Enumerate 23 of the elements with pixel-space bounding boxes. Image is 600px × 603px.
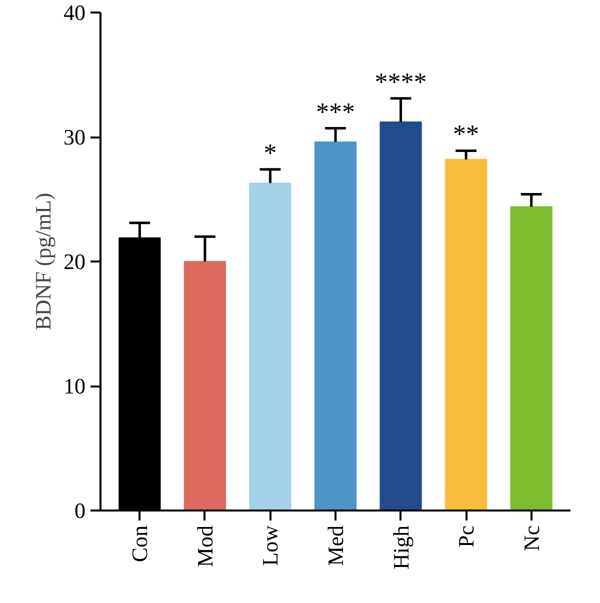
x-tick-label: Med [323, 526, 348, 566]
x-tick-label: Pc [454, 525, 479, 548]
annotation: **** [374, 67, 427, 96]
y-tick-label: 20 [64, 249, 86, 274]
x-tick-label: Mod [192, 526, 218, 568]
x-tick-label: Low [258, 525, 283, 566]
annotation: ** [453, 120, 480, 149]
bar [249, 182, 292, 510]
x-tick-label: High [388, 526, 414, 570]
annotation: * [264, 138, 277, 168]
x-tick-label: Con [127, 525, 152, 562]
bar [184, 261, 226, 510]
y-axis-title: BDNF (pg/mL) [30, 192, 56, 330]
y-tick-label: 30 [64, 124, 86, 150]
bar [444, 158, 488, 510]
y-tick-label: 10 [64, 374, 86, 398]
bar [510, 206, 552, 510]
bar [314, 141, 357, 510]
y-tick-label: 40 [64, 0, 86, 25]
bar [380, 122, 422, 510]
x-tick-label: Nc [518, 525, 544, 552]
y-tick-label: 0 [74, 498, 86, 523]
annotation: *** [316, 97, 355, 126]
